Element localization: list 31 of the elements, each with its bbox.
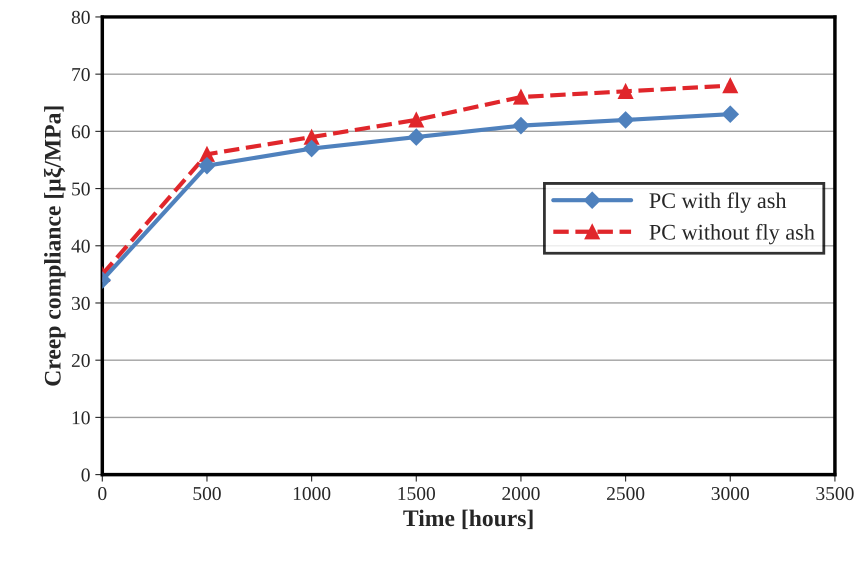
x-tick-label: 2000 xyxy=(502,486,540,500)
y-tick-label: 50 xyxy=(72,182,90,196)
point xyxy=(617,111,634,128)
x-axis-title: Time [hours] xyxy=(403,510,533,530)
x-tick-label: 0 xyxy=(98,486,106,500)
x-tick-label: 3000 xyxy=(712,486,749,500)
x-tick-label: 500 xyxy=(194,486,221,500)
point xyxy=(722,106,739,123)
y-tick-label: 60 xyxy=(72,125,90,138)
y-tick-label: 80 xyxy=(72,10,90,24)
y-tick-label: 10 xyxy=(72,411,90,424)
x-tick-label: 3500 xyxy=(816,486,854,500)
point xyxy=(512,117,530,134)
y-tick-label: 0 xyxy=(82,468,90,482)
x-tick-label: 1000 xyxy=(294,486,330,500)
legend-label: PC with fly ash xyxy=(650,192,786,213)
point xyxy=(722,78,738,94)
point xyxy=(408,112,424,128)
x-tick-label: 1500 xyxy=(398,486,435,500)
legend-label: PC without fly ash xyxy=(650,224,815,244)
point xyxy=(198,157,216,174)
y-tick-label: 20 xyxy=(72,354,90,368)
y-tick-label: 70 xyxy=(72,68,90,82)
x-tick-label: 2500 xyxy=(607,486,644,500)
point xyxy=(618,84,634,99)
point xyxy=(513,89,529,105)
y-tick-label: 30 xyxy=(72,296,90,310)
y-tick-label: 40 xyxy=(71,240,90,253)
point xyxy=(303,140,320,158)
y-axis-title: Creep compliance [µξ/MPa] xyxy=(44,106,66,386)
point xyxy=(408,128,425,146)
